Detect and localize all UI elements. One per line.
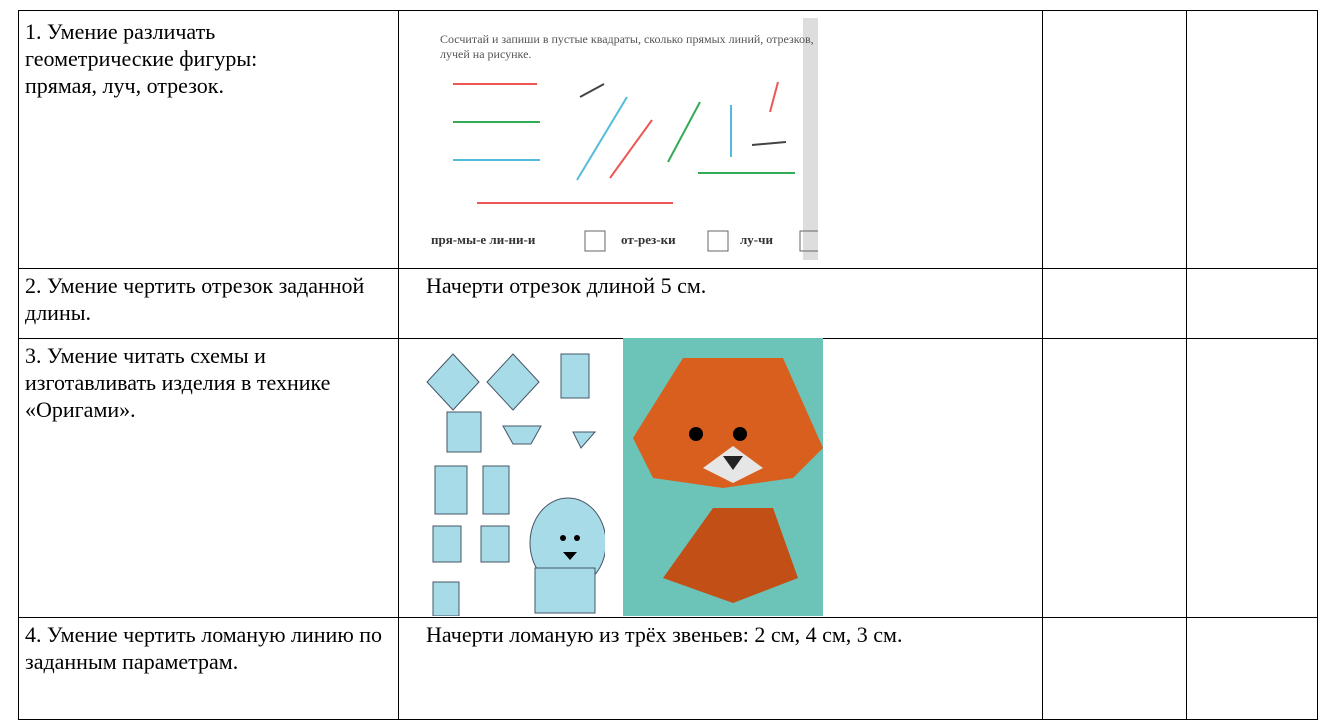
answer-label: лу-чи [740,232,773,247]
origami-photo [623,338,823,616]
worksheet-image [453,18,818,260]
rule [18,268,1318,269]
rule [398,10,399,720]
rule [18,10,19,720]
skill: 1. Умение различать геометрические фигур… [25,19,258,98]
origami-scheme [426,353,605,616]
rule [1186,10,1187,720]
task: Начерти отрезок длиной 5 см. [426,273,707,298]
caption: Сосчитай и запиши в пустые квадраты, ско… [440,32,814,61]
skill: 4. Умение чертить ломаную линию по задан… [25,622,383,674]
rule [1042,10,1043,720]
answer-label: от-рез-ки [621,232,676,247]
rule [18,617,1318,618]
rule [18,10,1318,11]
rule [1317,10,1318,720]
skill: 3. Умение читать схемы и изготавливать и… [25,343,331,422]
skill: 2. Умение чертить отрезок заданной длины… [25,273,365,325]
answer-label: пря-мы-е ли-ни-и [431,232,536,247]
task: Начерти ломаную из трёх звеньев: 2 см, 4… [426,622,903,647]
